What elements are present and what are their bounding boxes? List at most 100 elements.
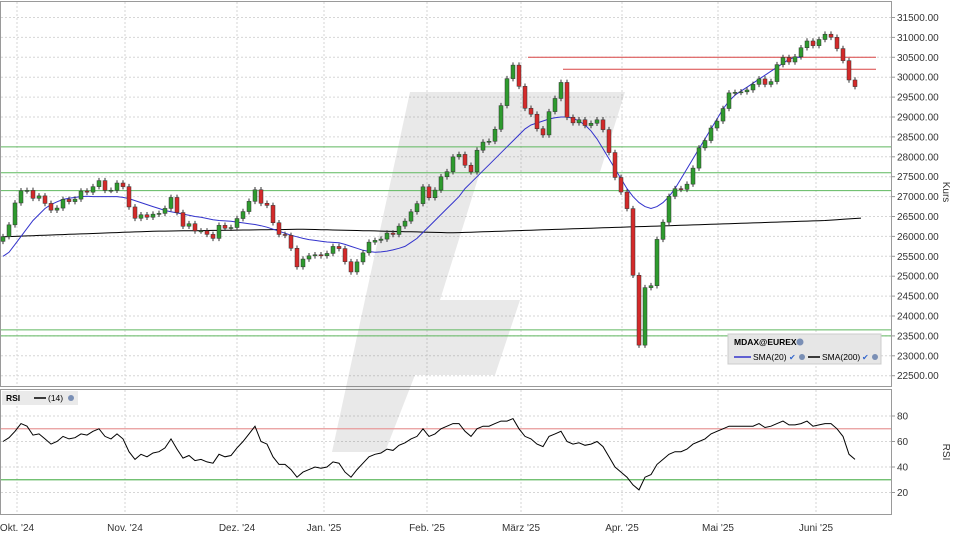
candle-body — [582, 119, 588, 126]
candle-body — [756, 78, 762, 85]
candle-down — [174, 194, 180, 216]
candle-up — [594, 117, 600, 127]
candle-up — [114, 180, 120, 194]
candle-body — [72, 198, 78, 202]
candle-down — [30, 187, 36, 202]
candle-up — [780, 54, 786, 68]
candle-body — [438, 176, 444, 191]
candle-down — [180, 209, 186, 230]
candle-body — [42, 195, 48, 204]
candle-body — [330, 246, 336, 254]
candle-up — [78, 188, 84, 202]
price-y-tick-label: 23000.00 — [897, 351, 939, 362]
rsi-legend-info-icon[interactable] — [68, 395, 74, 401]
candle-body — [408, 211, 414, 222]
rsi-y-axis-title: RSI — [940, 444, 951, 461]
candle-up — [456, 151, 462, 160]
candle-up — [36, 193, 42, 202]
candle-body — [354, 261, 360, 273]
candle-body — [702, 140, 708, 149]
candle-body — [750, 84, 756, 91]
candle-up — [492, 126, 498, 145]
legend-sma20-info-icon[interactable] — [799, 354, 805, 360]
candle-up — [414, 200, 420, 215]
candle-body — [168, 197, 174, 209]
candle-up — [156, 210, 162, 217]
candle-up — [732, 89, 738, 96]
candle-body — [102, 180, 108, 191]
legend-title-info-icon[interactable] — [796, 338, 804, 346]
price-legend: MDAX@EUREX SMA(20) ✔ SMA(200) ✔ — [727, 333, 882, 365]
candle-up — [822, 31, 828, 43]
price-y-tick-label: 28000.00 — [897, 152, 939, 163]
candle-down — [846, 57, 852, 83]
candle-body — [402, 220, 408, 227]
x-axis-tick-labels: Okt. '24 Nov. '24 Dez. '24 Jan. '25 Feb. '25… — [0, 523, 834, 534]
candle-body — [792, 56, 798, 63]
candle-down — [222, 222, 228, 232]
rsi-legend: RSI (14) — [2, 391, 78, 405]
candle-body — [450, 156, 456, 172]
candle-up — [738, 89, 744, 96]
candle-body — [306, 255, 312, 260]
candle-body — [732, 92, 738, 94]
candle-down — [126, 183, 132, 210]
candle-body — [198, 230, 204, 233]
candle-up — [690, 165, 696, 187]
candle-up — [510, 62, 516, 82]
candle-up — [234, 215, 240, 231]
candle-up — [546, 108, 552, 138]
candlestick-series — [0, 31, 858, 348]
candle-down — [786, 54, 792, 65]
rsi-legend-title: RSI — [6, 393, 20, 403]
candle-body — [156, 213, 162, 215]
candle-up — [702, 137, 708, 151]
candle-down — [612, 149, 618, 181]
candle-down — [318, 251, 324, 259]
candle-up — [774, 61, 780, 85]
candle-body — [654, 239, 660, 286]
candle-up — [474, 147, 480, 175]
candle-body — [510, 64, 516, 79]
candle-down — [336, 243, 342, 252]
candle-down — [264, 200, 270, 209]
candle-body — [144, 214, 150, 218]
candle-body — [516, 64, 522, 87]
candle-up — [432, 187, 438, 201]
candle-body — [96, 180, 102, 187]
legend-sma200-check-icon[interactable]: ✔ — [862, 353, 869, 362]
candle-body — [840, 48, 846, 61]
candle-up — [150, 211, 156, 221]
candle-body — [324, 253, 330, 257]
price-y-tick-label: 29000.00 — [897, 113, 939, 124]
candle-body — [456, 154, 462, 158]
candle-up — [798, 44, 804, 60]
candle-body — [420, 186, 426, 204]
candle-body — [684, 183, 690, 190]
candle-body — [36, 195, 42, 199]
candle-up — [408, 209, 414, 224]
candle-body — [264, 203, 270, 206]
candle-down — [516, 62, 522, 90]
candle-down — [600, 117, 606, 133]
candle-down — [48, 200, 54, 213]
candle-body — [108, 189, 114, 192]
price-y-tick-label: 25000.00 — [897, 272, 939, 283]
candle-body — [78, 190, 84, 200]
candle-down — [606, 126, 612, 156]
candle-up — [0, 233, 6, 245]
candle-down — [852, 77, 858, 90]
price-y-tick-label: 27500.00 — [897, 172, 939, 183]
candle-down — [288, 232, 294, 252]
candle-down — [534, 111, 540, 132]
legend-sma200-info-icon[interactable] — [872, 354, 878, 360]
candle-body — [138, 214, 144, 219]
candle-body — [666, 196, 672, 223]
rsi-y-tick-label: 60 — [897, 437, 909, 448]
candle-up — [552, 95, 558, 115]
candle-up — [804, 38, 810, 51]
candle-body — [804, 40, 810, 48]
legend-sma20-check-icon[interactable]: ✔ — [789, 353, 796, 362]
candle-down — [390, 230, 396, 238]
candle-up — [330, 243, 336, 257]
